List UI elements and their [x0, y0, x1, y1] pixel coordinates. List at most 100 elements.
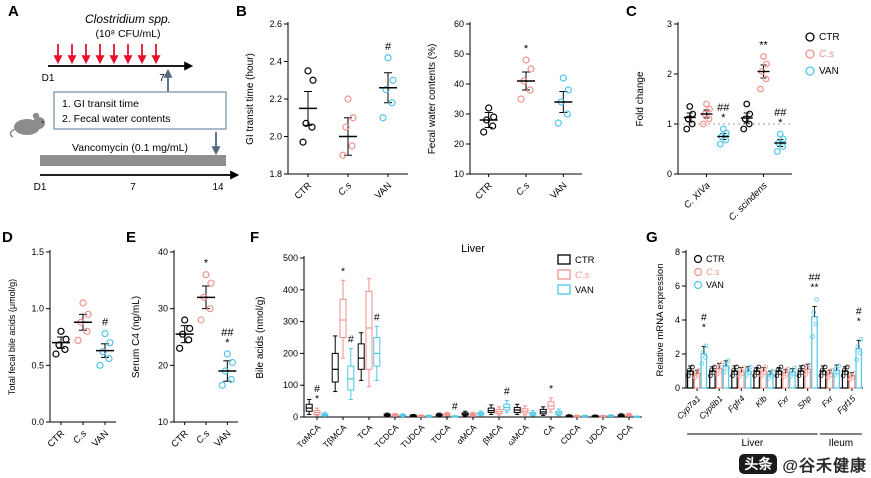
- svg-text:*: *: [524, 43, 529, 55]
- svg-text:400: 400: [283, 285, 298, 295]
- svg-text:##: ##: [774, 107, 787, 119]
- svg-text:Liver: Liver: [742, 438, 764, 449]
- svg-text:VAN: VAN: [90, 428, 111, 449]
- svg-text:#: #: [314, 383, 320, 395]
- svg-text:VAN: VAN: [373, 180, 394, 201]
- chart-liver-bile-acids: 0 100 200 300 400 500 Bile acids (nmol/g) Liver…: [255, 243, 642, 450]
- panel-label-f: F: [250, 229, 260, 246]
- svg-text:TβMCA: TβMCA: [321, 422, 349, 450]
- svg-text:**: **: [759, 40, 768, 52]
- svg-text:*: *: [721, 112, 726, 124]
- svg-text:200: 200: [283, 348, 298, 358]
- panel-a-schematic: Clostridium spp. (10⁸ CFU/mL) D1 7 1. GI…: [9, 12, 240, 193]
- svg-text:#: #: [701, 311, 707, 323]
- svg-text:Fgf15: Fgf15: [835, 393, 858, 416]
- svg-text:Fxr: Fxr: [819, 393, 836, 410]
- svg-text:*: *: [857, 315, 861, 327]
- svg-text:0: 0: [667, 169, 672, 179]
- chart-gi-transit-time: 1.8 2.0 2.2 2.4 2.6 GI transit time (hour) CTR…: [245, 19, 408, 202]
- cfu-subtitle: (10⁸ CFU/mL): [95, 28, 160, 40]
- svg-text:Fold change: Fold change: [635, 71, 646, 126]
- chart-fecal-water-contents: 10 20 30 40 50 60 Fecal water contents (%) CTR C…: [427, 19, 582, 202]
- assay-line-2: 2. Fecal water contents: [62, 113, 171, 125]
- svg-text:VAN: VAN: [575, 285, 594, 296]
- svg-text:100: 100: [283, 380, 298, 390]
- svg-text:CTR: CTR: [706, 254, 725, 264]
- svg-text:4: 4: [675, 315, 680, 325]
- svg-text:VAN: VAN: [706, 280, 724, 290]
- svg-text:Serum C4 (ng/mL): Serum C4 (ng/mL): [131, 296, 142, 378]
- timeline-top-day7: 7: [159, 73, 165, 84]
- svg-text:CTR: CTR: [169, 428, 191, 450]
- svg-text:##: ##: [221, 327, 234, 339]
- svg-text:Fgfr4: Fgfr4: [726, 393, 747, 414]
- svg-text:C.s: C.s: [575, 270, 590, 281]
- svg-text:##: ##: [717, 102, 730, 114]
- svg-text:10: 10: [158, 417, 168, 427]
- svg-text:30: 30: [454, 109, 464, 119]
- svg-text:UDCA: UDCA: [584, 422, 608, 446]
- mouse-icon: [9, 112, 45, 138]
- svg-text:C. XIVa: C. XIVa: [682, 180, 713, 211]
- svg-text:GI transit time (hour): GI transit time (hour): [245, 53, 256, 145]
- svg-text:αMCA: αMCA: [455, 422, 479, 446]
- svg-text:C.s: C.s: [336, 180, 354, 198]
- svg-text:Relative mRNA expression: Relative mRNA expression: [655, 264, 666, 377]
- svg-text:Fecal water contents (%): Fecal water contents (%): [427, 44, 438, 155]
- svg-text:DCA: DCA: [615, 422, 635, 442]
- svg-text:20: 20: [454, 139, 464, 149]
- svg-text:0: 0: [675, 383, 680, 393]
- svg-text:C.s: C.s: [194, 428, 212, 446]
- timeline-bottom-day7: 7: [130, 182, 136, 193]
- svg-text:*: *: [204, 258, 209, 270]
- svg-text:Klb: Klb: [753, 393, 769, 409]
- svg-text:C.s: C.s: [706, 267, 720, 277]
- panel-label-d: D: [2, 229, 13, 246]
- panel-label-e: E: [126, 229, 137, 246]
- svg-text:2.4: 2.4: [269, 57, 282, 67]
- chart-total-fecal-bile-acids: 0.0 0.5 1.0 1.5 Total fecal bile acids (μmol…: [7, 247, 116, 450]
- svg-text:C.s: C.s: [71, 428, 89, 446]
- svg-text:C.s: C.s: [514, 180, 532, 198]
- gavage-arrows-icon: [53, 44, 161, 65]
- svg-text:10: 10: [454, 169, 464, 179]
- svg-text:*: *: [778, 117, 783, 129]
- panel-label-a: A: [8, 3, 19, 20]
- svg-text:30: 30: [158, 304, 168, 314]
- svg-text:Cyp8b1: Cyp8b1: [697, 393, 725, 421]
- svg-text:C.s: C.s: [819, 49, 834, 60]
- panel-label-g: G: [646, 229, 658, 246]
- svg-text:TCDCA: TCDCA: [373, 422, 401, 450]
- panel-label-c: C: [626, 3, 637, 20]
- toutiao-logo: 头条: [739, 454, 778, 474]
- svg-text:#: #: [374, 311, 380, 323]
- svg-text:1.0: 1.0: [31, 304, 44, 314]
- svg-text:50: 50: [454, 49, 464, 59]
- svg-text:8: 8: [675, 247, 680, 257]
- svg-text:C. scindens: C. scindens: [727, 180, 770, 223]
- svg-text:Ileum: Ileum: [829, 438, 853, 449]
- svg-text:TDCA: TDCA: [429, 422, 453, 446]
- watermark: 头条 @谷禾健康: [739, 452, 867, 476]
- svg-text:20: 20: [158, 360, 168, 370]
- svg-text:0.0: 0.0: [31, 417, 44, 427]
- svg-text:2.2: 2.2: [269, 94, 282, 104]
- svg-text:*: *: [225, 337, 230, 349]
- svg-text:**: **: [810, 281, 818, 293]
- svg-text:VAN: VAN: [548, 180, 569, 201]
- svg-text:60: 60: [454, 19, 464, 29]
- svg-text:Bile acids (nmol/g): Bile acids (nmol/g): [255, 296, 266, 378]
- svg-text:1: 1: [667, 119, 672, 129]
- svg-text:*: *: [549, 383, 553, 395]
- svg-text:0: 0: [293, 412, 298, 422]
- svg-text:βMCA: βMCA: [481, 422, 505, 446]
- svg-text:2.0: 2.0: [269, 132, 282, 142]
- svg-text:TUDCA: TUDCA: [399, 422, 427, 450]
- svg-text:ωMCA: ωMCA: [505, 422, 530, 447]
- svg-text:*: *: [702, 321, 706, 333]
- svg-text:Shp: Shp: [795, 393, 813, 411]
- svg-text:Total fecal bile acids (μmol/g: Total fecal bile acids (μmol/g): [7, 279, 17, 395]
